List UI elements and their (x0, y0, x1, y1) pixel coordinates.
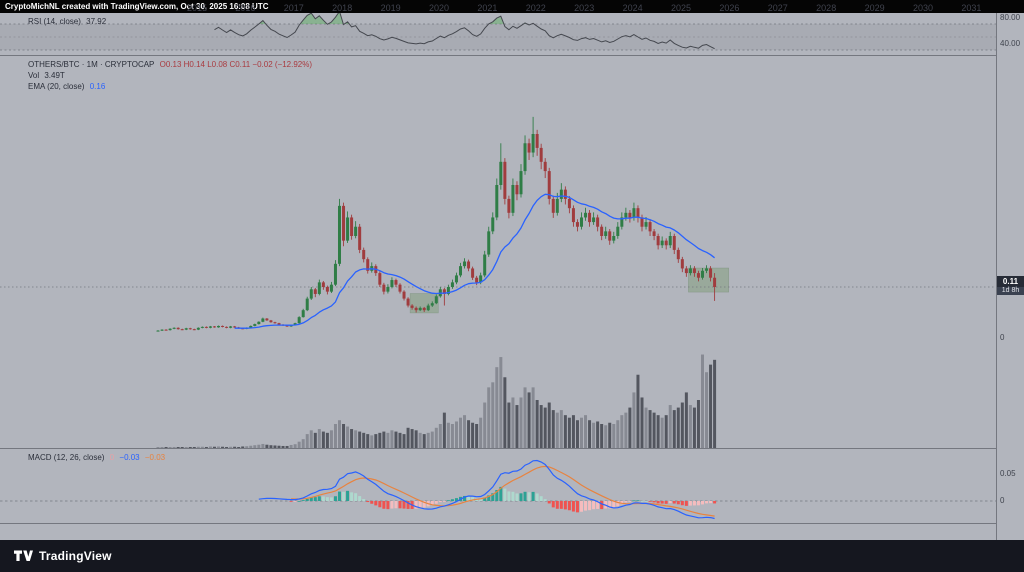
macd-signal-value: −0.03 (144, 453, 166, 462)
ohlc-values: O0.13 H0.14 L0.08 C0.11 −0.02 (−12.92%) (159, 60, 313, 69)
macd-hist-value: 0 (109, 453, 115, 462)
footer-bar: TradingView (0, 540, 1024, 572)
last-price-badge: 0.11 1d 8h (997, 276, 1024, 295)
macd-legend[interactable]: MACD (12, 26, close) 0 −0.03 −0.03 (28, 452, 168, 463)
year-label: 2015 (186, 3, 208, 13)
symbol-legend[interactable]: OTHERS/BTC · 1M · CRYPTOCAP O0.13 H0.14 … (28, 59, 315, 70)
macd-pane[interactable]: MACD (12, 26, close) 0 −0.03 −0.03 (0, 449, 996, 524)
attribution-text: CryptoMichNL created with TradingView.co… (5, 2, 269, 11)
year-label: 2023 (574, 3, 595, 13)
rsi-legend-value: 37.92 (86, 17, 107, 26)
year-label: 2016 (235, 3, 256, 13)
year-label: 2025 (670, 3, 692, 13)
volume-legend-label: Vol (28, 71, 40, 80)
price-axis-zero: 0 (1000, 333, 1005, 342)
rsi-axis-80: 80.00 (1000, 13, 1021, 22)
year-label: 2017 (283, 3, 304, 13)
macd-plot[interactable] (0, 449, 996, 523)
year-label: 2026 (719, 3, 740, 13)
last-price-value: 0.11 (997, 276, 1024, 287)
macd-axis-zero: 0 (1000, 496, 1005, 505)
rsi-pane[interactable]: RSI (14, close) 37.92 (0, 13, 996, 56)
year-label: 2031 (961, 3, 982, 13)
volume-legend[interactable]: Vol 3.49T (28, 70, 68, 81)
rsi-legend[interactable]: RSI (14, close) 37.92 (28, 16, 109, 27)
year-label: 2020 (428, 3, 450, 13)
attribution-bar: CryptoMichNL created with TradingView.co… (0, 0, 1024, 13)
price-pane[interactable]: OTHERS/BTC · 1M · CRYPTOCAP O0.13 H0.14 … (0, 56, 996, 449)
year-label: 2019 (380, 3, 401, 13)
price-plot[interactable] (0, 56, 996, 448)
year-label: 2022 (525, 3, 546, 13)
tradingview-logo-text[interactable]: TradingView (39, 549, 112, 563)
rsi-axis-40: 40.00 (1000, 39, 1021, 48)
year-label: 2029 (864, 3, 885, 13)
year-label: 2024 (622, 3, 643, 13)
symbol-title: OTHERS/BTC · 1M · CRYPTOCAP (28, 60, 155, 69)
macd-line-value: −0.03 (119, 453, 140, 462)
ema-legend[interactable]: EMA (20, close) 0.16 (28, 81, 108, 92)
macd-legend-label: MACD (12, 26, close) (28, 453, 105, 462)
year-label: 2028 (816, 3, 837, 13)
macd-axis-005: 0.05 (1000, 469, 1016, 478)
year-label: 2030 (912, 3, 934, 13)
volume-legend-value: 3.49T (44, 71, 65, 80)
ema-legend-label: EMA (20, close) (28, 82, 85, 91)
year-label: 2021 (477, 3, 498, 13)
rsi-legend-label: RSI (14, close) (28, 17, 81, 26)
year-label: 2018 (332, 3, 353, 13)
bar-countdown: 1d 8h (997, 287, 1024, 295)
tradingview-logo-icon[interactable] (14, 549, 33, 563)
rsi-plot[interactable] (0, 13, 996, 55)
ema-legend-value: 0.16 (89, 82, 106, 91)
year-label: 2027 (767, 3, 788, 13)
